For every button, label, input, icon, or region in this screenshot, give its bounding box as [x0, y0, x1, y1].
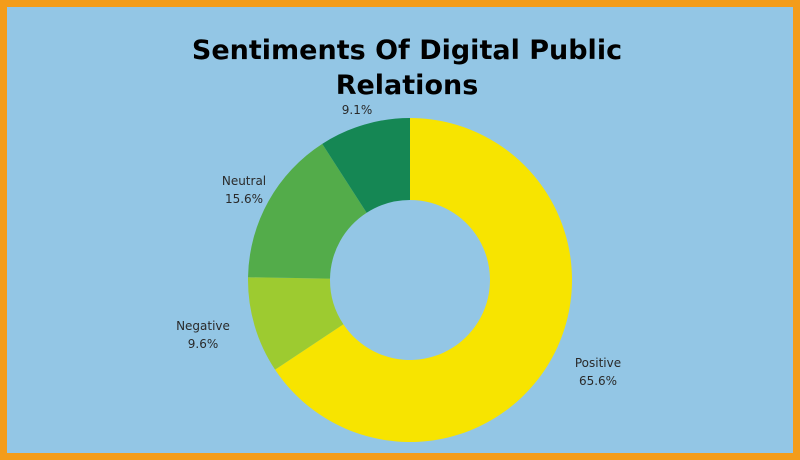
chart-title-line-1: Sentiments Of Digital Public — [191, 35, 623, 66]
slice-neutral — [248, 143, 367, 279]
slice-value-unlabeled: 9.1% — [342, 103, 373, 117]
slice-value-positive: 65.6% — [579, 374, 617, 388]
slice-unlabeled — [322, 118, 410, 213]
slice-positive — [275, 118, 572, 442]
slice-label-negative: Negative — [176, 319, 230, 333]
slice-label-neutral: Neutral — [222, 174, 266, 188]
slice-value-neutral: 15.6% — [225, 192, 263, 206]
chart-title: Sentiments Of Digital Public Relations — [7, 33, 800, 103]
slice-label-positive: Positive — [575, 356, 621, 370]
slice-negative — [247, 277, 344, 370]
slice-value-negative: 9.6% — [188, 337, 219, 351]
chart-title-line-2: Relations — [335, 70, 479, 101]
